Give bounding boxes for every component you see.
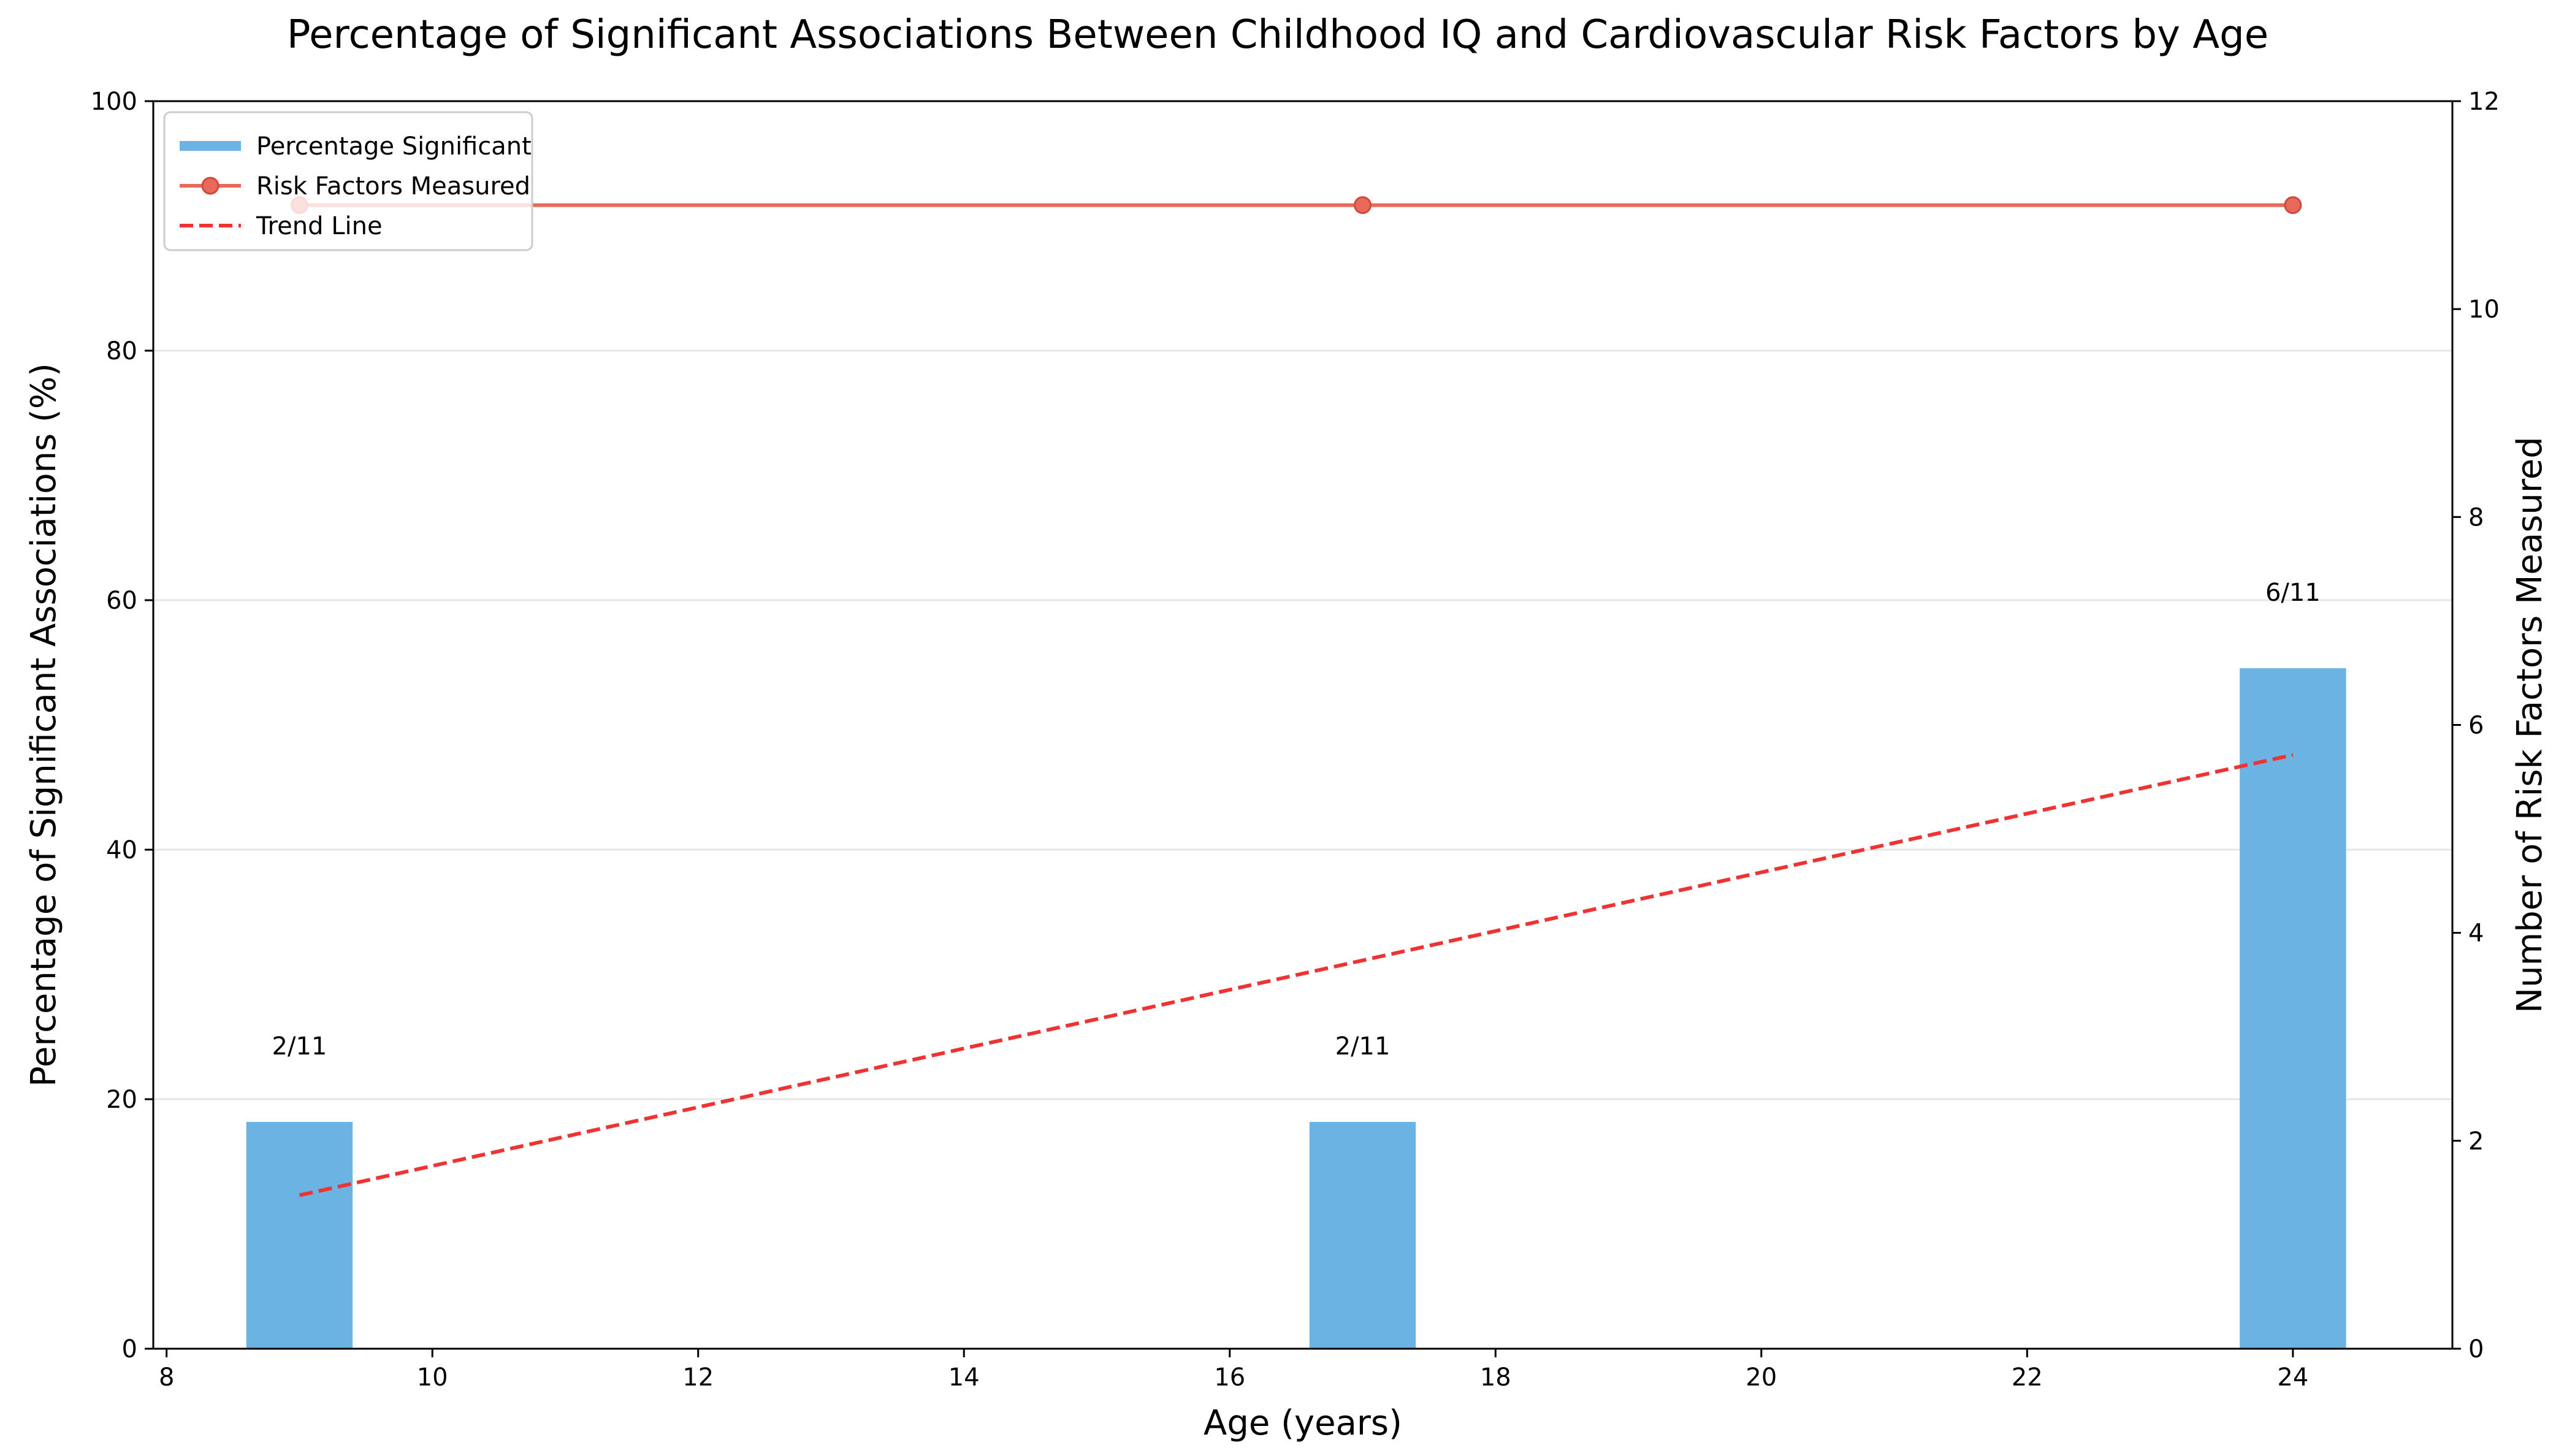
y-tick-label: 60	[106, 587, 137, 615]
plot-frame	[152, 100, 2454, 1350]
legend-label-trend: Trend Line	[256, 212, 383, 240]
legend: Percentage Significant Risk Factors Measu…	[163, 111, 533, 251]
x-tick-label: 24	[2277, 1363, 2308, 1392]
x-tick-label: 18	[1480, 1363, 1511, 1392]
y2-tick-label: 8	[2468, 503, 2484, 532]
legend-label-percentage: Percentage Significant	[256, 132, 532, 161]
y-axis-label: Percentage of Significant Associations (…	[24, 363, 64, 1087]
y-tick-label: 80	[106, 337, 137, 365]
bar-value-label: 2/11	[272, 1032, 327, 1061]
y2-tick-label: 10	[2468, 295, 2500, 324]
legend-swatch-risk-marker	[201, 177, 219, 195]
x-tick-label: 12	[682, 1363, 714, 1392]
y2-tick-label: 12	[2468, 88, 2500, 116]
y2-axis-label: Number of Risk Factors Measured	[2510, 436, 2550, 1013]
x-tick-label: 22	[2012, 1363, 2043, 1392]
y2-tick-label: 2	[2468, 1127, 2484, 1156]
risk-factors-point	[2284, 196, 2302, 215]
trend-line	[299, 753, 2294, 1197]
y-tick-label: 20	[106, 1086, 137, 1114]
bar	[1309, 1122, 1416, 1349]
chart-title: Percentage of Significant Associations B…	[287, 12, 2268, 58]
y-tick-label: 0	[122, 1335, 137, 1363]
y2-tick-label: 6	[2468, 712, 2484, 740]
y-tick-label: 100	[91, 88, 137, 116]
y2-tick-label: 4	[2468, 920, 2484, 948]
bar	[246, 1122, 353, 1349]
x-tick-label: 20	[1745, 1363, 1777, 1392]
bar	[2240, 668, 2346, 1349]
bars-layer: 2/11 2/11 6/11	[246, 579, 2346, 1349]
legend-box	[163, 111, 533, 251]
grid-layer	[153, 349, 2452, 1100]
legend-label-risk: Risk Factors Measured	[256, 172, 530, 200]
x-tick-label: 8	[159, 1363, 174, 1392]
y-tick-label: 40	[106, 836, 137, 864]
y2-tick-label: 0	[2468, 1335, 2484, 1363]
x-tick-label: 16	[1214, 1363, 1245, 1392]
x-tick-label: 10	[417, 1363, 448, 1392]
x-tick-label: 14	[948, 1363, 980, 1392]
lines-layer	[290, 196, 2302, 1197]
bar-value-label: 6/11	[2265, 579, 2321, 607]
risk-factors-point	[1354, 196, 1372, 215]
x-axis-label: Age (years)	[1204, 1403, 1402, 1443]
bar-value-label: 2/11	[1335, 1032, 1391, 1061]
